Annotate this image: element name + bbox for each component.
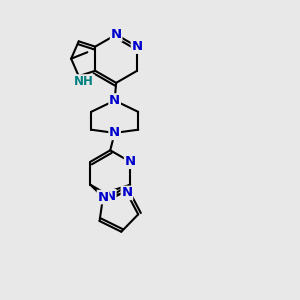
Text: N: N bbox=[111, 28, 122, 41]
Text: N: N bbox=[121, 186, 133, 200]
Text: N: N bbox=[109, 94, 120, 107]
Text: N: N bbox=[131, 40, 142, 53]
Text: N: N bbox=[109, 126, 120, 140]
Text: N: N bbox=[124, 155, 136, 168]
Text: NH: NH bbox=[74, 75, 94, 88]
Text: N: N bbox=[98, 190, 109, 204]
Text: N: N bbox=[105, 190, 116, 203]
